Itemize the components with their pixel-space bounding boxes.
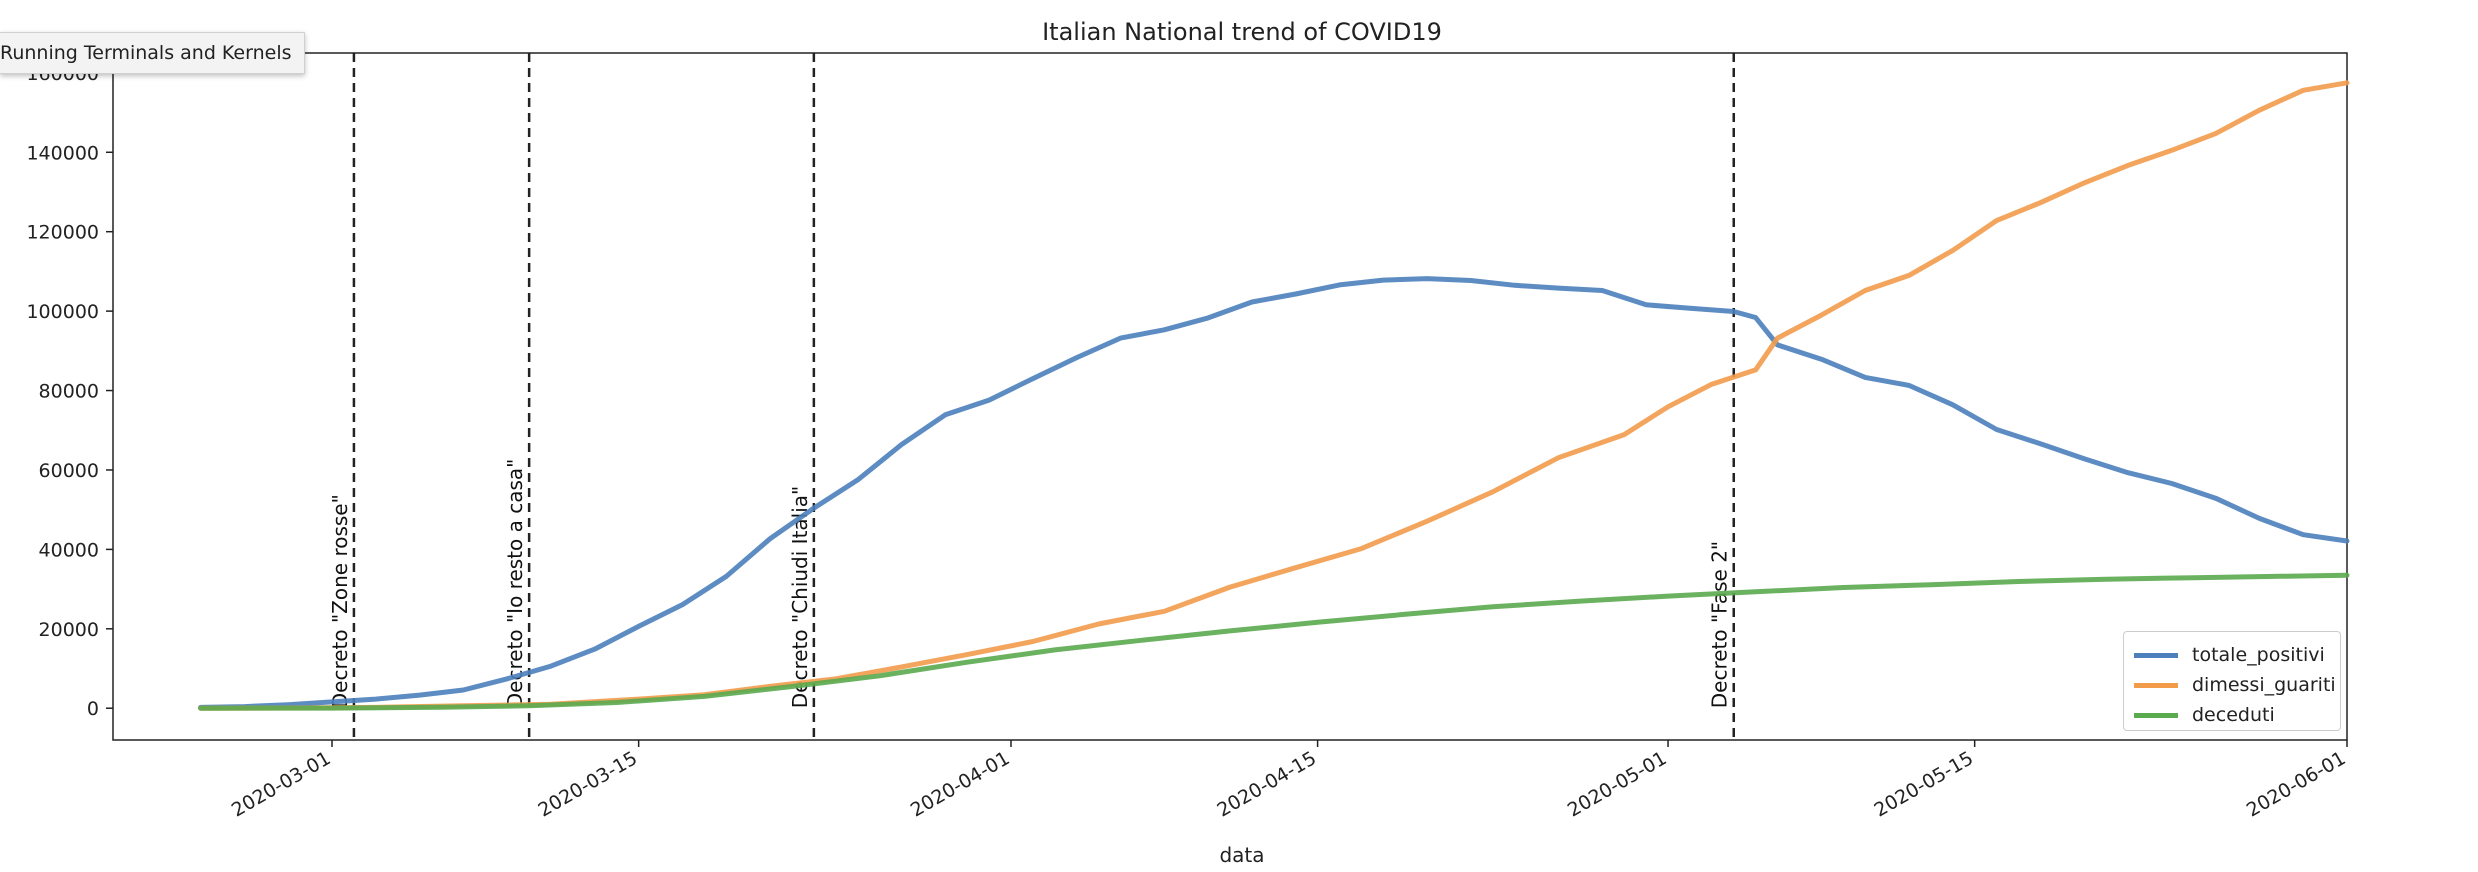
series-line-deceduti [198,572,2350,711]
x-tick-label: 2020-04-15 [1213,747,1320,821]
annotation-label: Decreto "Zone rosse" [328,494,352,708]
annotation-label: Decreto "Io resto a casa" [503,459,527,709]
series-line-totale-positivi [198,276,2350,710]
tooltip-text: Running Terminals and Kernels [0,42,292,64]
y-tick-label: 60000 [39,460,99,482]
legend-item: totale_positivi [2124,640,2340,670]
x-axis-label: data [1219,843,1264,867]
y-tick-label: 140000 [26,142,99,164]
y-tick-label: 20000 [39,619,99,641]
legend: totale_positivi dimessi_guariti deceduti [2123,631,2341,731]
y-tick-label: 0 [87,698,99,720]
legend-swatch [2134,652,2178,658]
x-tick-label: 2020-06-01 [2243,747,2350,821]
running-terminals-tooltip: Running Terminals and Kernels [0,32,305,74]
plot-area: 0200004000060000800001000001200001400001… [26,52,2350,822]
legend-swatch [2134,682,2178,688]
y-tick-label: 80000 [39,381,99,403]
chart-title: Italian National trend of COVID19 [1042,18,1442,46]
axes-frame [112,52,2348,741]
legend-label: totale_positivi [2192,644,2325,666]
y-tick-label: 40000 [39,539,99,561]
x-tick-label: 2020-03-15 [535,747,642,821]
x-tick-label: 2020-05-01 [1564,747,1671,821]
legend-item: deceduti [2124,700,2340,730]
y-tick-label: 120000 [26,222,99,244]
x-tick-label: 2020-05-15 [1871,747,1978,821]
legend-label: deceduti [2192,704,2275,726]
legend-label: dimessi_guariti [2192,674,2336,696]
legend-item: dimessi_guariti [2124,670,2340,700]
x-tick-label: 2020-04-01 [907,747,1014,821]
legend-swatch [2134,712,2178,718]
annotation-label: Decreto "Fase 2" [1708,541,1732,708]
y-tick-label: 100000 [26,301,99,323]
x-tick-label: 2020-03-01 [228,747,335,821]
